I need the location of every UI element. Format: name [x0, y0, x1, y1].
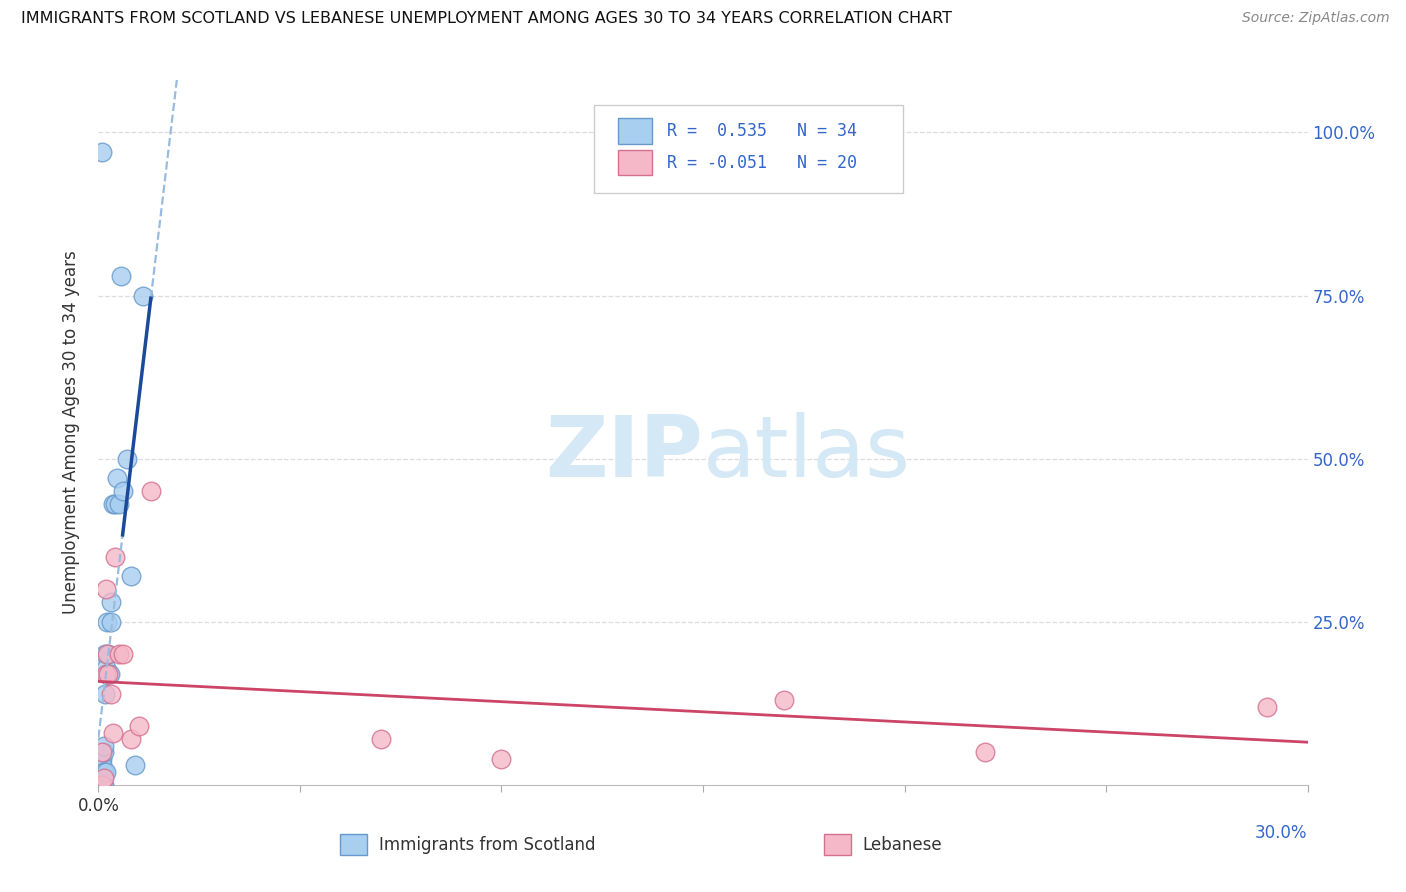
Point: [128, 719, 150, 733]
Text: 30.0%: 30.0%: [1256, 824, 1308, 842]
Point: [111, 484, 134, 499]
Point: [93, 739, 115, 753]
Text: atlas: atlas: [703, 412, 911, 495]
Point: [101, 497, 124, 511]
FancyBboxPatch shape: [595, 105, 903, 193]
Point: [100, 615, 122, 629]
Point: [97, 667, 120, 681]
Point: [91, 145, 114, 159]
Bar: [619, 150, 652, 176]
Text: Source: ZipAtlas.com: Source: ZipAtlas.com: [1241, 11, 1389, 25]
Point: [96, 667, 118, 681]
Point: [110, 268, 132, 283]
Point: [370, 732, 392, 747]
Text: R = -0.051   N = 20: R = -0.051 N = 20: [666, 153, 856, 172]
Point: [101, 725, 124, 739]
Point: [124, 758, 146, 772]
Point: [94, 660, 117, 674]
Point: [91, 772, 114, 786]
Point: [491, 752, 513, 766]
Text: Lebanese: Lebanese: [863, 836, 942, 854]
Point: [120, 569, 142, 583]
Point: [93, 745, 115, 759]
Point: [96, 648, 118, 662]
Point: [105, 471, 128, 485]
Point: [100, 687, 122, 701]
Bar: [340, 834, 367, 855]
Point: [1256, 699, 1278, 714]
Point: [91, 758, 114, 772]
Point: [90, 752, 112, 766]
Point: [94, 687, 117, 701]
Point: [96, 667, 118, 681]
Point: [97, 667, 120, 681]
Point: [132, 288, 155, 302]
Point: [91, 778, 114, 792]
Y-axis label: Unemployment Among Ages 30 to 34 years: Unemployment Among Ages 30 to 34 years: [62, 251, 80, 615]
Point: [97, 648, 120, 662]
Point: [107, 497, 129, 511]
Point: [111, 648, 134, 662]
Point: [91, 772, 114, 786]
Point: [94, 582, 117, 597]
Point: [93, 772, 115, 786]
Point: [93, 764, 115, 779]
Point: [115, 451, 138, 466]
Text: ZIP: ZIP: [546, 412, 703, 495]
Bar: [824, 834, 851, 855]
Point: [94, 648, 117, 662]
Point: [103, 549, 125, 564]
Point: [974, 745, 997, 759]
Point: [98, 667, 121, 681]
Point: [90, 764, 112, 779]
Point: [91, 745, 114, 759]
Point: [139, 484, 162, 499]
Point: [93, 778, 115, 792]
Point: [772, 693, 794, 707]
Point: [107, 648, 129, 662]
Point: [96, 764, 118, 779]
Text: Immigrants from Scotland: Immigrants from Scotland: [380, 836, 596, 854]
Point: [96, 615, 118, 629]
Point: [93, 764, 115, 779]
Point: [90, 778, 112, 792]
Point: [91, 778, 114, 792]
Bar: [619, 119, 652, 144]
Point: [100, 595, 122, 609]
Text: IMMIGRANTS FROM SCOTLAND VS LEBANESE UNEMPLOYMENT AMONG AGES 30 TO 34 YEARS CORR: IMMIGRANTS FROM SCOTLAND VS LEBANESE UNE…: [21, 11, 952, 26]
Text: R =  0.535   N = 34: R = 0.535 N = 34: [666, 122, 856, 140]
Point: [120, 732, 142, 747]
Point: [103, 497, 125, 511]
